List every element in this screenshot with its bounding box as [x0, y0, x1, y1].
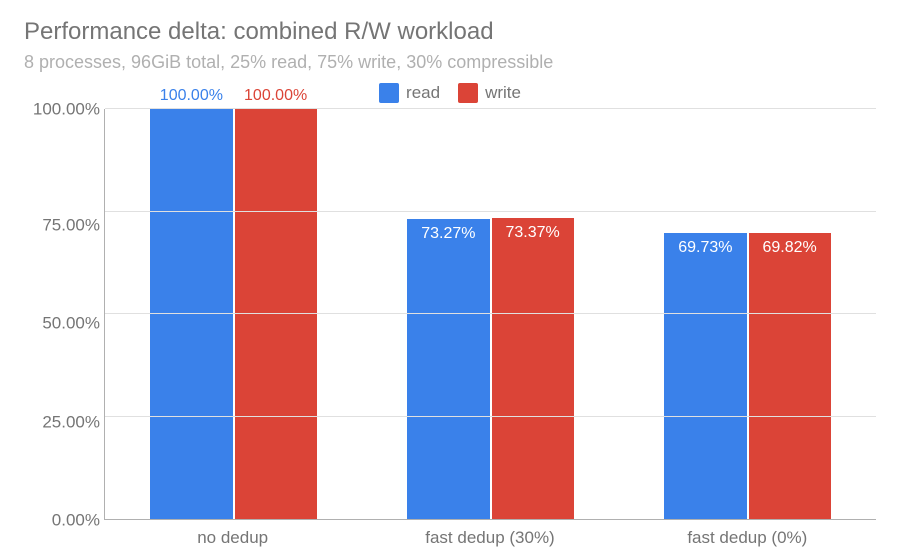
gridline: [105, 313, 876, 314]
legend-swatch-write: [458, 83, 478, 103]
bar-read: 100.00%: [150, 109, 232, 519]
gridline: [105, 211, 876, 212]
legend-label-read: read: [406, 83, 440, 103]
bar-label: 100.00%: [150, 87, 232, 105]
bar-write: 73.37%: [492, 218, 574, 519]
bar-write: 69.82%: [749, 233, 831, 519]
bar-groups: 100.00%100.00%73.27%73.37%69.73%69.82%: [105, 109, 876, 519]
y-axis: 100.00% 75.00% 50.00% 25.00% 0.00%: [24, 109, 104, 520]
bar-read: 73.27%: [407, 219, 489, 519]
bar-label: 69.73%: [664, 239, 746, 257]
gridline: [105, 108, 876, 109]
legend-swatch-read: [379, 83, 399, 103]
legend-item-read: read: [379, 83, 440, 103]
chart-area: 100.00% 75.00% 50.00% 25.00% 0.00% 100.0…: [24, 109, 876, 548]
bar-label: 73.27%: [407, 225, 489, 243]
y-tick: 50.00%: [42, 315, 100, 332]
chart-container: Performance delta: combined R/W workload…: [0, 0, 900, 558]
bar-group: 73.27%73.37%: [362, 109, 619, 519]
y-tick: 0.00%: [52, 512, 100, 529]
x-axis-label: no dedup: [104, 520, 361, 548]
y-tick: 100.00%: [33, 101, 100, 118]
bar-group: 69.73%69.82%: [619, 109, 876, 519]
x-axis-label: fast dedup (0%): [619, 520, 876, 548]
x-axis-label: fast dedup (30%): [361, 520, 618, 548]
y-tick: 75.00%: [42, 216, 100, 233]
plot-row: 100.00% 75.00% 50.00% 25.00% 0.00% 100.0…: [24, 109, 876, 520]
x-axis: no dedup fast dedup (30%) fast dedup (0%…: [24, 520, 876, 548]
gridline: [105, 416, 876, 417]
bar-group: 100.00%100.00%: [105, 109, 362, 519]
bar-read: 69.73%: [664, 233, 746, 519]
bar-write: 100.00%: [235, 109, 317, 519]
y-tick: 25.00%: [42, 413, 100, 430]
legend-label-write: write: [485, 83, 521, 103]
bar-label: 100.00%: [234, 87, 316, 105]
plot-area: 100.00%100.00%73.27%73.37%69.73%69.82%: [104, 109, 876, 520]
bar-label: 73.37%: [491, 224, 573, 242]
chart-title: Performance delta: combined R/W workload: [24, 18, 876, 46]
bar-label: 69.82%: [748, 239, 830, 257]
chart-subtitle: 8 processes, 96GiB total, 25% read, 75% …: [24, 52, 876, 73]
legend-item-write: write: [458, 83, 521, 103]
